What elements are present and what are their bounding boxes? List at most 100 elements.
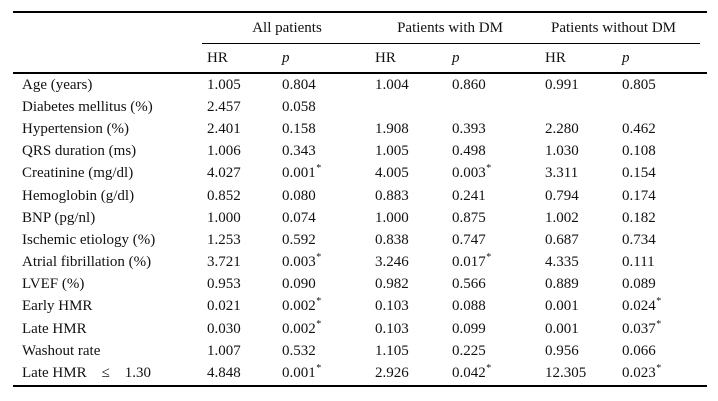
subheader-p-nodm: p: [622, 49, 630, 66]
p-value: 0.182: [622, 209, 656, 226]
p-value: 0.343: [282, 143, 316, 160]
p-value: 0.804: [282, 76, 316, 93]
row-label: Early HMR: [22, 298, 93, 315]
hr-value: 0.687: [545, 231, 579, 248]
column-group-spacer: [13, 13, 205, 44]
column-group-patients-without-dm: Patients without DM: [527, 13, 700, 44]
p-value: 0.532: [282, 342, 316, 359]
hr-value: 12.305: [545, 365, 587, 382]
hr-value: 0.001: [545, 298, 579, 315]
hr-value: 1.005: [207, 76, 241, 93]
column-group-header-row: All patients Patients with DM Patients w…: [13, 13, 707, 44]
p-value: 0.074: [282, 209, 316, 226]
row-label: Hemoglobin (g/dl): [22, 187, 135, 204]
hr-value: 4.005: [375, 165, 409, 182]
subheader-hr-dm: HR: [375, 49, 396, 66]
p-value: 0.089: [622, 276, 656, 293]
significance-star: *: [486, 363, 492, 375]
table-row: Diabetes mellitus (%) 2.457 0.058: [13, 96, 707, 118]
p-value: 0.037*: [622, 318, 662, 337]
row-label: Ischemic etiology (%): [22, 231, 156, 248]
column-group-patients-with-dm: Patients with DM: [363, 13, 537, 44]
hr-value: 0.103: [375, 298, 409, 315]
p-value: 0.592: [282, 231, 316, 248]
row-label: Atrial fibrillation (%): [22, 254, 152, 271]
table-row: Age (years) 1.005 0.804 1.004 0.860 0.991 0.80…: [13, 74, 707, 96]
hr-value: 3.721: [207, 254, 241, 271]
hr-value: 1.908: [375, 120, 409, 137]
table-row: Hypertension (%) 2.401 0.158 1.908 0.393 2.28…: [13, 118, 707, 140]
p-value: 0.042*: [452, 363, 492, 382]
table-row: Creatinine (mg/dl) 4.027 0.001* 4.005 0.003*…: [13, 163, 707, 185]
hr-value: 2.401: [207, 120, 241, 137]
significance-star: *: [486, 163, 492, 175]
table-row: Late HMR ≤ 1.30 4.848 0.001* 2.926 0.042* 12.…: [13, 362, 707, 384]
p-value: 0.002*: [282, 318, 322, 337]
subheader-hr-all: HR: [207, 49, 228, 66]
hr-value: 4.848: [207, 365, 241, 382]
hr-value: 0.991: [545, 76, 579, 93]
table-row: Atrial fibrillation (%) 3.721 0.003* 3.246 0…: [13, 252, 707, 274]
hr-value: 4.335: [545, 254, 579, 271]
hr-value: 2.457: [207, 98, 241, 115]
p-value: 0.111: [622, 254, 655, 271]
p-value: 0.003*: [452, 163, 492, 182]
hr-value: 0.794: [545, 187, 579, 204]
hr-value: 0.889: [545, 276, 579, 293]
subheader-hr-nodm: HR: [545, 49, 566, 66]
table-row: BNP (pg/nl) 1.000 0.074 1.000 0.875 1.002 0.18…: [13, 207, 707, 229]
p-value: 0.066: [622, 342, 656, 359]
p-value: 0.462: [622, 120, 656, 137]
hr-value: 1.004: [375, 76, 409, 93]
hr-value: 0.021: [207, 298, 241, 315]
p-value: 0.747: [452, 231, 486, 248]
hr-value: 3.246: [375, 254, 409, 271]
hr-value: 1.006: [207, 143, 241, 160]
p-value: 0.058: [282, 98, 316, 115]
hr-value: 4.027: [207, 165, 241, 182]
row-label: Hypertension (%): [22, 120, 130, 137]
p-value: 0.003*: [282, 252, 322, 271]
subheader-row: HR p HR p HR p: [13, 44, 707, 74]
row-label: LVEF (%): [22, 276, 85, 293]
significance-star: *: [316, 163, 322, 175]
hr-value: 1.000: [207, 209, 241, 226]
table-row: QRS duration (ms) 1.006 0.343 1.005 0.498 1.0…: [13, 141, 707, 163]
significance-star: *: [316, 252, 322, 264]
p-value: 0.088: [452, 298, 486, 315]
p-value: 0.090: [282, 276, 316, 293]
hr-value: 0.956: [545, 342, 579, 359]
row-label: QRS duration (ms): [22, 143, 137, 160]
significance-star: *: [656, 363, 662, 375]
table-row: Late HMR 0.030 0.002* 0.103 0.099 0.001 0.037*: [13, 318, 707, 340]
hr-value: 0.953: [207, 276, 241, 293]
p-value: 0.225: [452, 342, 486, 359]
hr-value: 0.838: [375, 231, 409, 248]
statistics-table: All patients Patients with DM Patients w…: [13, 11, 707, 387]
row-label: Late HMR ≤ 1.30: [22, 365, 152, 382]
subheader-p-dm: p: [452, 49, 460, 66]
p-value: 0.154: [622, 165, 656, 182]
significance-star: *: [316, 363, 322, 375]
p-value: 0.002*: [282, 296, 322, 315]
row-label: Age (years): [22, 76, 93, 93]
table-body: Age (years) 1.005 0.804 1.004 0.860 0.991 0.80…: [13, 74, 707, 385]
p-value: 0.241: [452, 187, 486, 204]
table-row: Early HMR 0.021 0.002* 0.103 0.088 0.001 0.024…: [13, 296, 707, 318]
hr-value: 1.005: [375, 143, 409, 160]
table-row: Ischemic etiology (%) 1.253 0.592 0.838 0.74…: [13, 229, 707, 251]
hr-value: 1.253: [207, 231, 241, 248]
p-value: 0.875: [452, 209, 486, 226]
p-value: 0.566: [452, 276, 486, 293]
p-value: 0.017*: [452, 252, 492, 271]
significance-star: *: [656, 296, 662, 308]
p-value: 0.158: [282, 120, 316, 137]
hr-value: 0.883: [375, 187, 409, 204]
column-group-all-patients: All patients: [202, 13, 372, 44]
hr-value: 2.926: [375, 365, 409, 382]
p-value: 0.498: [452, 143, 486, 160]
significance-star: *: [656, 318, 662, 330]
row-label: Creatinine (mg/dl): [22, 165, 134, 182]
table-row: LVEF (%) 0.953 0.090 0.982 0.566 0.889 0.089: [13, 274, 707, 296]
hr-value: 0.982: [375, 276, 409, 293]
